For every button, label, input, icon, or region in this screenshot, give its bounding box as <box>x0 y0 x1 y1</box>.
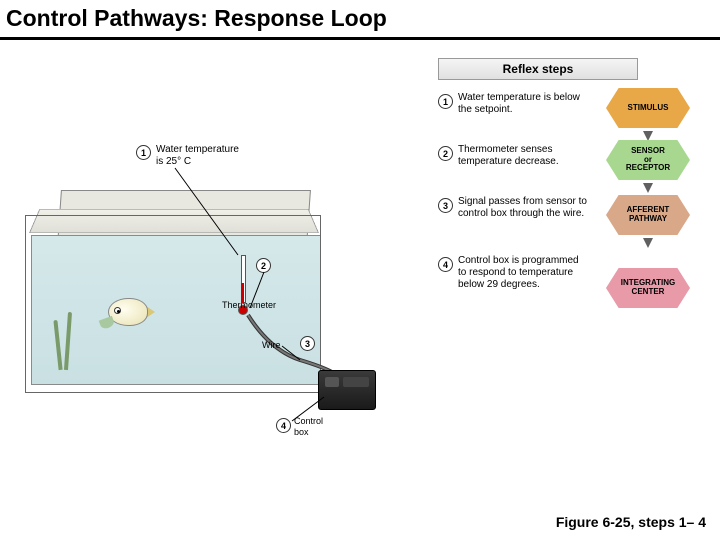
diagram-num-4: 4 <box>276 418 291 433</box>
fish-eye <box>114 307 121 314</box>
fish-fin <box>99 316 116 330</box>
wire-label: Wire <box>262 340 281 351</box>
control-box-icon <box>318 370 376 410</box>
thermometer-label: Thermometer <box>222 300 276 311</box>
title-bar: Control Pathways: Response Loop <box>0 0 720 40</box>
arrow-1-2 <box>643 131 653 141</box>
tank-temp-label-1: Water temperature <box>156 144 239 156</box>
diagram-num-3: 3 <box>300 336 315 351</box>
arrow-3-4 <box>643 238 653 248</box>
badge-afferent: AFFERENT PATHWAY <box>606 195 690 235</box>
badge-integrating: INTEGRATING CENTER <box>606 268 690 308</box>
badge-stimulus: STIMULUS <box>606 88 690 128</box>
aquarium-plant <box>50 310 80 370</box>
fish-icon <box>100 298 155 330</box>
page-title: Control Pathways: Response Loop <box>6 5 387 32</box>
diagram-num-2: 2 <box>256 258 271 273</box>
step-2-text: Thermometer senses temperature decrease. <box>458 144 588 168</box>
step-1-text: Water temperature is below the setpoint. <box>458 92 588 116</box>
control-box-label: Control box <box>294 416 323 438</box>
tank-step-number: 1 <box>136 145 151 160</box>
step-4-text: Control box is programmed to respond to … <box>458 255 588 291</box>
step-4-number: 4 <box>438 257 453 272</box>
arrow-2-3 <box>643 183 653 193</box>
step-3-text: Signal passes from sensor to control box… <box>458 196 588 220</box>
figure-caption: Figure 6-25, steps 1– 4 <box>556 514 706 530</box>
reflex-steps-header: Reflex steps <box>438 58 638 80</box>
step-2-number: 2 <box>438 146 453 161</box>
step-3-number: 3 <box>438 198 453 213</box>
badge-sensor: SENSOR or RECEPTOR <box>606 140 690 180</box>
step-1-number: 1 <box>438 94 453 109</box>
tank-temp-label-2: is 25° C <box>156 156 191 168</box>
